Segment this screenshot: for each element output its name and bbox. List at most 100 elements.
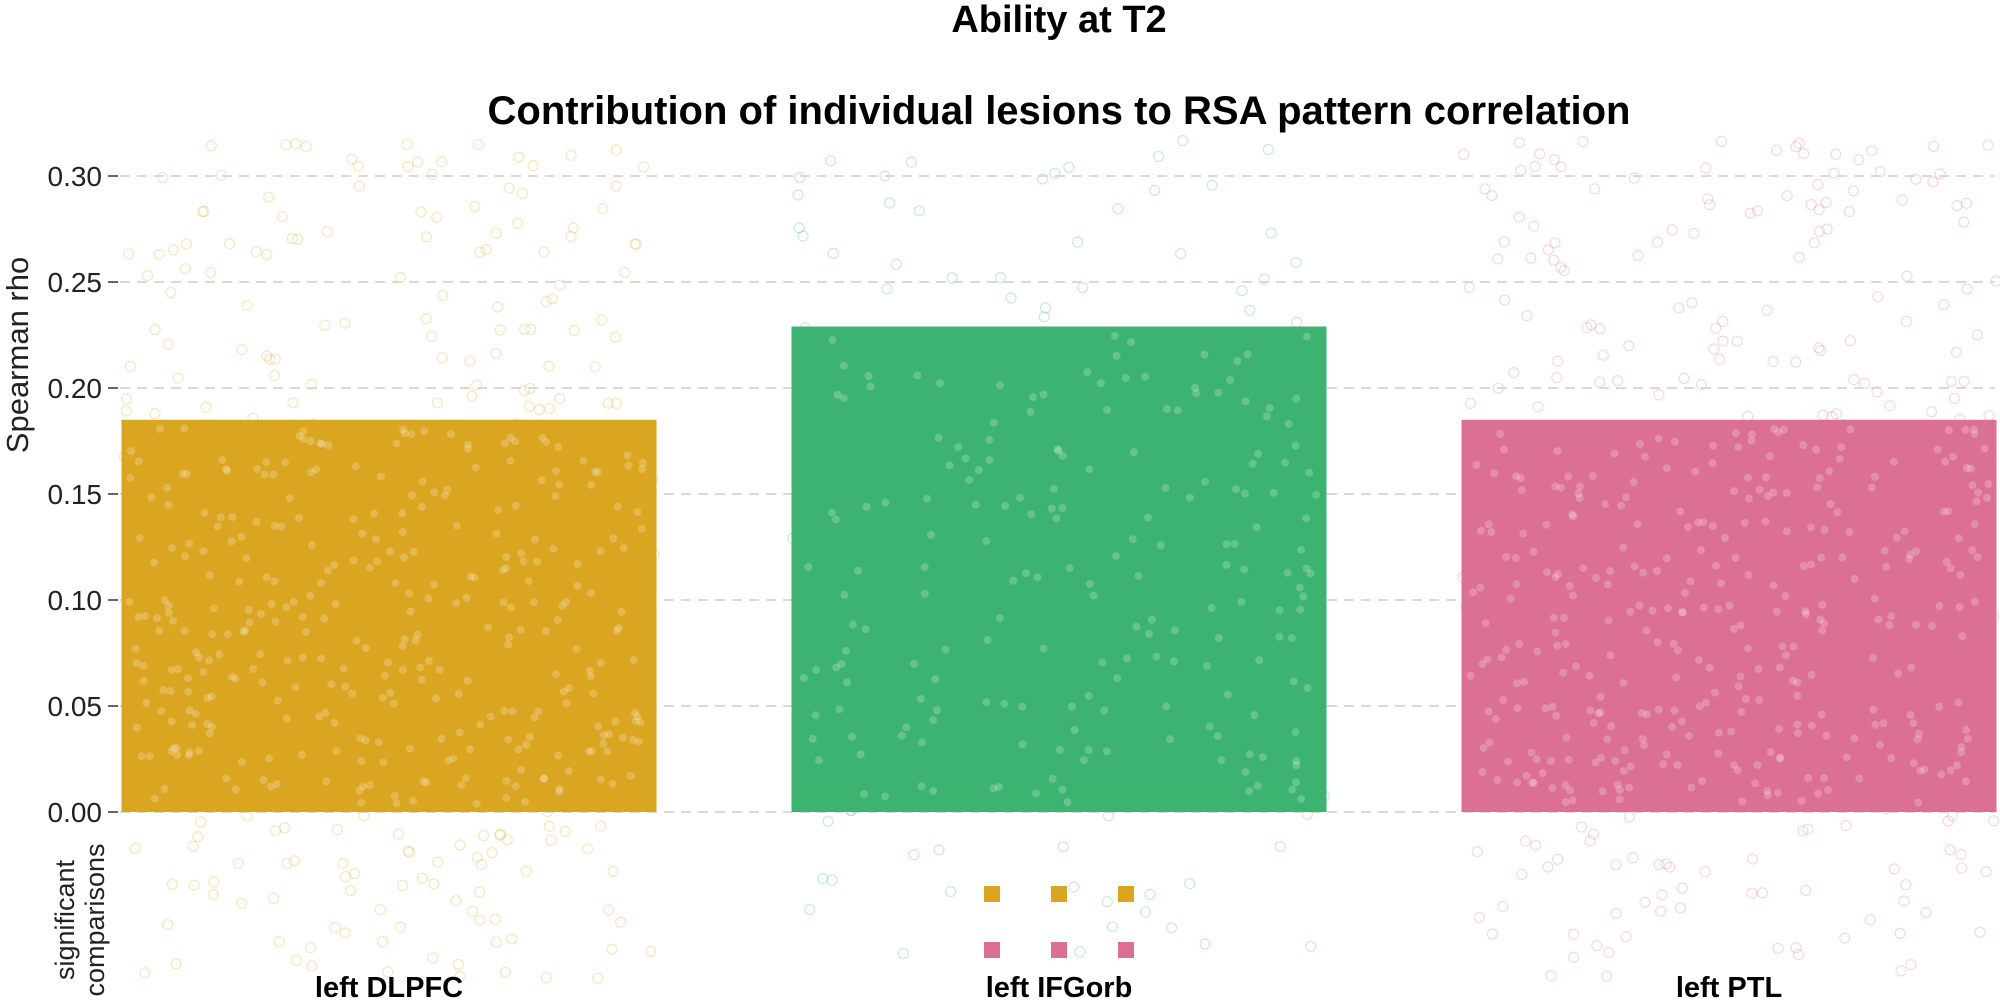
bar-point [476,720,485,729]
jitter-point [822,815,834,828]
bar-point [291,683,300,692]
bar-point [282,714,291,723]
jitter-point [1828,167,1840,179]
bar-point [452,598,461,607]
jitter-point [261,350,273,362]
bar-point [1743,644,1752,653]
bar-point [1610,449,1619,458]
jitter-point [1980,866,1992,878]
jitter-point [415,206,427,218]
bar-point [1026,407,1035,416]
bar-point [596,775,605,784]
jitter-point [503,182,515,194]
bar-point [1611,756,1620,765]
jitter-point [1859,377,1871,389]
bar-point [941,645,950,654]
bar-point [1476,526,1485,535]
jitter-point [581,843,594,855]
bar-point [1695,656,1703,664]
bar-point [1714,605,1723,613]
bar-point [330,561,339,570]
bar-point [1909,719,1918,728]
bar-point [1192,389,1201,398]
category-label: left DLPFC [315,972,463,1000]
bar-point [1588,472,1597,481]
jitter-point [1074,946,1086,958]
bar-point [1291,728,1300,737]
jitter-point [1101,896,1113,908]
bar-point [142,698,151,707]
bar-point [466,745,475,754]
bar-point [1778,642,1787,651]
bar-point [617,607,626,616]
jitter-point [518,323,531,335]
jitter-point [1830,408,1842,420]
bar-point [1944,507,1953,516]
jitter-point [516,187,528,199]
bar-point [1284,419,1293,428]
jitter-point [1068,881,1080,893]
jitter-point [1530,839,1542,851]
jitter-point [1653,389,1665,401]
bar-point [1606,567,1615,576]
bar-point [1900,527,1909,536]
jitter-point [543,403,556,415]
bar-point [1970,520,1979,529]
bar-point [1696,545,1705,554]
jitter-point [540,972,553,984]
jitter-point [1585,319,1597,331]
jitter-point [270,825,282,837]
bar-point [271,521,279,530]
bar-point [1837,443,1846,452]
bar-point [1589,719,1598,728]
bar-point [392,439,401,448]
bar-point [1504,757,1512,766]
jitter-point [1895,965,1907,977]
bar-point [1813,483,1822,492]
bar-point [178,469,187,478]
bar-point [971,500,980,509]
bar-point [516,625,525,634]
jitter-point [1049,167,1061,179]
bar-point [1662,750,1671,759]
jitter-point [1982,139,1994,151]
bar-point [1553,570,1562,579]
bar-point [231,674,240,683]
bar-point [1021,569,1030,578]
bar-point [341,682,350,691]
bar-point [1882,562,1891,571]
jitter-point [1900,315,1912,327]
bar-point [502,793,511,802]
bar-point [285,494,294,503]
jitter-point [1790,941,1802,954]
bar-point [1312,490,1321,499]
jitter-point [474,886,486,898]
jitter-point [187,841,199,853]
bar-point [1250,711,1259,720]
y-tick-label: 0.25 [48,267,103,298]
bar-point [1814,789,1823,798]
bar-point [504,640,513,649]
jitter-point [436,156,448,168]
bar-point [133,723,141,732]
bar-point [134,613,143,622]
bar-point [1500,445,1509,454]
bar-point [982,698,991,707]
bar-point [1604,616,1613,625]
bar-point [1662,554,1671,563]
jitter-point [1844,335,1857,347]
bar-point [864,372,873,380]
jitter-point [554,279,566,291]
jitter-point [474,914,486,926]
jitter-point [1945,375,1958,388]
y-tick-label: 0.00 [48,797,103,828]
bar-point [1541,704,1550,713]
jitter-point [200,401,212,413]
bar-point [1958,632,1967,641]
bar-point [253,465,262,474]
bar-point [215,650,224,659]
bar-point [384,658,392,667]
bar-point [1029,393,1037,401]
bar-point [586,672,595,681]
jitter-point [162,338,174,350]
